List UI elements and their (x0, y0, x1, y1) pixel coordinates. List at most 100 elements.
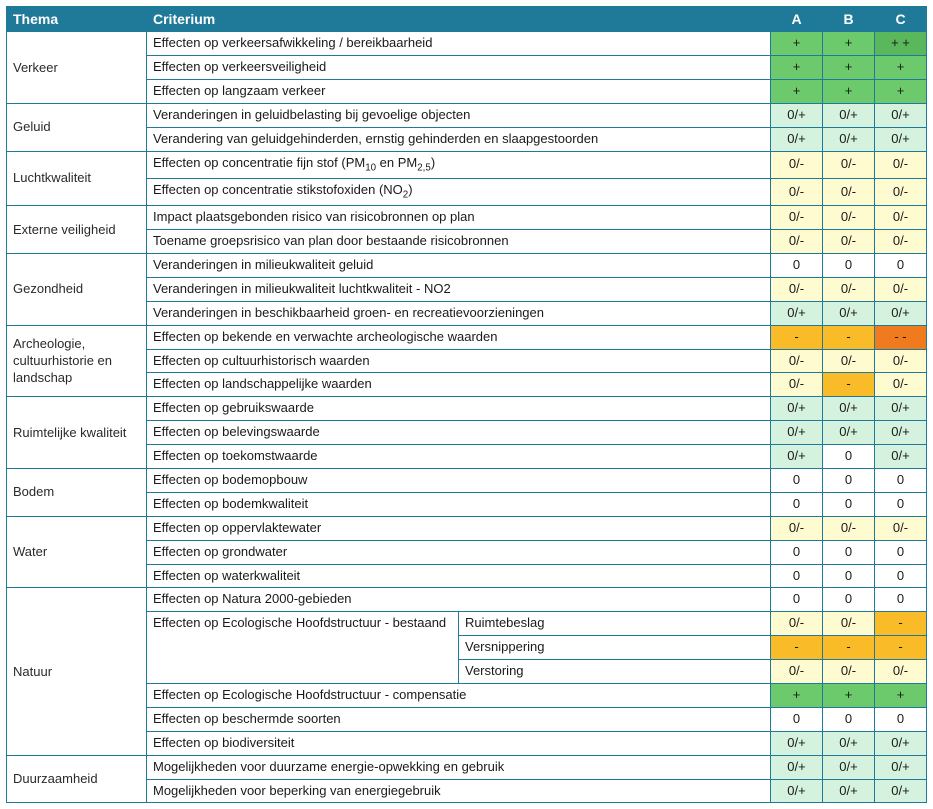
score-cell: 0 (875, 707, 927, 731)
score-cell: 0/- (771, 660, 823, 684)
table-row: NatuurEffecten op Natura 2000-gebieden00… (7, 588, 927, 612)
score-cell: 0/+ (823, 103, 875, 127)
score-cell: 0 (771, 707, 823, 731)
score-cell: 0/- (823, 230, 875, 254)
score-cell: - (771, 636, 823, 660)
score-cell: 0/+ (771, 127, 823, 151)
score-cell: 0/+ (875, 397, 927, 421)
table-row: Externe veiligheidImpact plaatsgebonden … (7, 206, 927, 230)
score-cell: - - (875, 325, 927, 349)
score-cell: 0/+ (875, 103, 927, 127)
subcriterium-cell: Verstoring (459, 660, 771, 684)
criterium-cell: Effecten op gebruikswaarde (147, 397, 771, 421)
score-cell: - (875, 612, 927, 636)
score-cell: 0 (771, 540, 823, 564)
thema-cell: Ruimtelijke kwaliteit (7, 397, 147, 469)
table-row: GezondheidVeranderingen in milieukwalite… (7, 253, 927, 277)
score-cell: 0/+ (875, 779, 927, 803)
subcriterium-cell: Versnippering (459, 636, 771, 660)
score-cell: 0 (875, 588, 927, 612)
table-row: Archeologie, cultuurhistorie en landscha… (7, 325, 927, 349)
criterium-cell: Effecten op langzaam verkeer (147, 79, 771, 103)
score-cell: 0/+ (771, 301, 823, 325)
header-thema: Thema (7, 7, 147, 32)
header-row: Thema Criterium A B C (7, 7, 927, 32)
score-cell: 0 (875, 253, 927, 277)
criterium-cell: Toename groepsrisico van plan door besta… (147, 230, 771, 254)
score-cell: 0/- (875, 349, 927, 373)
thema-cell: Water (7, 516, 147, 588)
score-cell: 0 (823, 253, 875, 277)
criterium-cell: Effecten op waterkwaliteit (147, 564, 771, 588)
criterium-cell: Effecten op Ecologische Hoofdstructuur -… (147, 612, 459, 684)
score-cell: + (823, 683, 875, 707)
score-cell: 0/+ (875, 127, 927, 151)
criterium-cell: Veranderingen in geluidbelasting bij gev… (147, 103, 771, 127)
score-cell: 0/+ (823, 127, 875, 151)
header-criterium: Criterium (147, 7, 771, 32)
score-cell: 0/+ (771, 103, 823, 127)
thema-cell: Gezondheid (7, 253, 147, 325)
score-cell: + (823, 79, 875, 103)
score-cell: + (823, 32, 875, 56)
header-B: B (823, 7, 875, 32)
score-cell: - (875, 636, 927, 660)
thema-cell: Externe veiligheid (7, 206, 147, 254)
criterium-cell: Mogelijkheden voor duurzame energie-opwe… (147, 755, 771, 779)
score-cell: - (771, 325, 823, 349)
score-cell: 0 (875, 492, 927, 516)
score-cell: 0/- (875, 660, 927, 684)
table-row: LuchtkwaliteitEffecten op concentratie f… (7, 151, 927, 178)
score-cell: 0/- (771, 178, 823, 205)
score-cell: 0/+ (875, 755, 927, 779)
score-cell: 0/- (875, 151, 927, 178)
score-cell: 0/+ (875, 421, 927, 445)
score-cell: 0 (823, 492, 875, 516)
criterium-cell: Effecten op Ecologische Hoofdstructuur -… (147, 683, 771, 707)
score-cell: 0 (875, 540, 927, 564)
subcriterium-cell: Ruimtebeslag (459, 612, 771, 636)
thema-cell: Archeologie, cultuurhistorie en landscha… (7, 325, 147, 397)
criterium-cell: Effecten op verkeersafwikkeling / bereik… (147, 32, 771, 56)
score-cell: 0/+ (875, 301, 927, 325)
criterium-cell: Effecten op Natura 2000-gebieden (147, 588, 771, 612)
score-cell: 0/- (771, 151, 823, 178)
score-cell: + (875, 683, 927, 707)
score-cell: + (823, 56, 875, 80)
header-A: A (771, 7, 823, 32)
score-cell: 0 (823, 707, 875, 731)
thema-cell: Geluid (7, 103, 147, 151)
score-cell: 0/- (823, 516, 875, 540)
score-cell: 0/- (771, 230, 823, 254)
score-cell: 0/+ (823, 755, 875, 779)
score-cell: - (823, 636, 875, 660)
score-cell: 0/- (771, 373, 823, 397)
criterium-cell: Impact plaatsgebonden risico van risicob… (147, 206, 771, 230)
score-cell: 0 (771, 588, 823, 612)
score-cell: 0/- (771, 612, 823, 636)
criterium-cell: Effecten op toekomstwaarde (147, 445, 771, 469)
score-cell: - (823, 325, 875, 349)
score-cell: 0 (823, 564, 875, 588)
criterium-cell: Effecten op beschermde soorten (147, 707, 771, 731)
criterium-cell: Effecten op concentratie stikstofoxiden … (147, 178, 771, 205)
table-row: GeluidVeranderingen in geluidbelasting b… (7, 103, 927, 127)
score-cell: 0/- (771, 206, 823, 230)
criterium-cell: Effecten op cultuurhistorisch waarden (147, 349, 771, 373)
score-cell: + (771, 79, 823, 103)
score-cell: + (771, 56, 823, 80)
assessment-table: Thema Criterium A B C VerkeerEffecten op… (6, 6, 927, 803)
score-cell: 0/- (875, 373, 927, 397)
score-cell: + (771, 32, 823, 56)
score-cell: 0/- (823, 612, 875, 636)
thema-cell: Luchtkwaliteit (7, 151, 147, 206)
criterium-cell: Veranderingen in beschikbaarheid groen- … (147, 301, 771, 325)
score-cell: + (875, 56, 927, 80)
score-cell: 0/- (823, 178, 875, 205)
criterium-cell: Effecten op grondwater (147, 540, 771, 564)
score-cell: 0 (771, 253, 823, 277)
criterium-cell: Effecten op belevingswaarde (147, 421, 771, 445)
score-cell: 0/- (875, 516, 927, 540)
score-cell: 0 (823, 588, 875, 612)
score-cell: 0/- (771, 349, 823, 373)
